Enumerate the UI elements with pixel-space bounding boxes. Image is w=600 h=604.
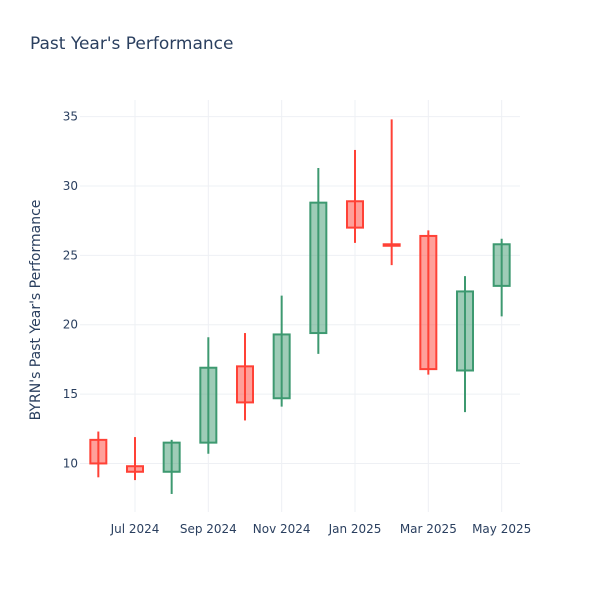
candle-increasing: [309, 167, 328, 354]
chart-title: Past Year's Performance: [30, 34, 234, 54]
candle-body: [199, 366, 218, 444]
x-tick-label: Jan 2025: [328, 522, 382, 536]
y-axis-title: BYRN's Past Year's Performance: [28, 200, 44, 421]
candle-body: [346, 200, 364, 229]
candle-body: [89, 438, 108, 465]
candle-body: [236, 365, 254, 404]
candle-body: [272, 333, 291, 400]
x-tick-label: Mar 2025: [400, 522, 457, 536]
y-tick-label: 30: [63, 179, 78, 193]
grid: [80, 100, 520, 512]
candle-increasing: [272, 295, 291, 407]
candle-increasing: [492, 238, 511, 317]
axes: 10 15 20 25 30 35 Jul 2024 Sep 2024 Nov 2024 Jan …: [28, 110, 531, 536]
y-tick-label: 10: [63, 456, 78, 470]
y-tick-label: 15: [63, 387, 78, 401]
candle-decreasing: [126, 437, 144, 481]
candle-decreasing: [89, 431, 108, 478]
x-tick-label: Nov 2024: [253, 522, 311, 536]
candle-decreasing: [382, 119, 401, 266]
x-tick-label: May 2025: [472, 522, 531, 536]
candle-decreasing: [236, 333, 254, 421]
x-tick-label: Sep 2024: [180, 522, 237, 536]
candle-decreasing: [346, 149, 364, 243]
x-tick-label: Jul 2024: [110, 522, 160, 536]
candle-increasing: [456, 276, 474, 413]
y-tick-label: 20: [63, 318, 78, 332]
candle-body: [126, 465, 144, 473]
candles: [89, 119, 511, 494]
candle-increasing: [199, 337, 218, 454]
y-tick-label: 25: [63, 248, 78, 262]
candle-increasing: [162, 439, 181, 494]
candle-body: [382, 243, 401, 247]
candle-body: [419, 234, 438, 371]
candle-body: [492, 243, 511, 287]
candle-body: [309, 201, 328, 335]
candle-body: [456, 290, 474, 372]
y-tick-label: 35: [63, 110, 78, 124]
candle-body: [162, 441, 181, 473]
candle-decreasing: [419, 230, 438, 375]
